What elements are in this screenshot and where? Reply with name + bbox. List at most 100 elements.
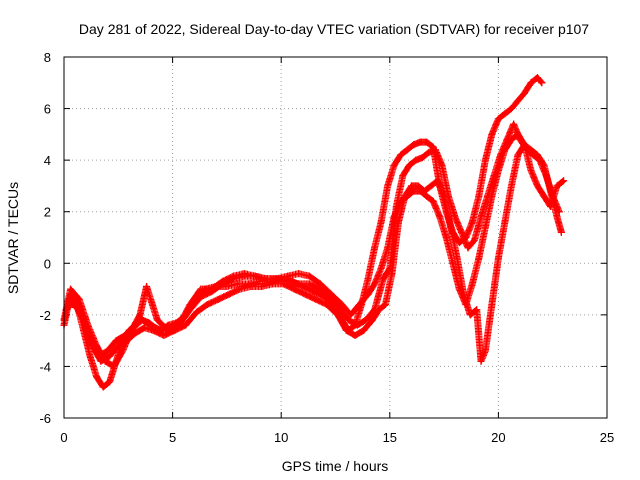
data-point <box>533 74 541 82</box>
data-point <box>560 177 568 185</box>
data-point <box>410 141 418 149</box>
data-point <box>403 192 411 200</box>
data-point <box>507 182 515 190</box>
data-point <box>438 161 446 169</box>
data-point <box>305 272 313 280</box>
data-point <box>86 352 94 360</box>
y-axis-label: SDTVAR / TECUs <box>5 182 21 294</box>
data-point <box>397 197 405 205</box>
data-point <box>197 285 205 293</box>
data-point <box>290 285 298 293</box>
x-tick-label: 0 <box>60 430 67 445</box>
data-point <box>475 192 483 200</box>
data-point <box>473 306 481 314</box>
data-point <box>514 130 522 138</box>
data-point <box>390 161 398 169</box>
x-tick-label: 25 <box>600 430 614 445</box>
data-point <box>527 166 535 174</box>
data-point <box>375 306 383 314</box>
data-point <box>203 301 211 309</box>
data-point <box>540 192 548 200</box>
data-point <box>507 136 515 144</box>
data-point <box>140 324 148 332</box>
data-point <box>110 362 118 370</box>
x-tick-label: 5 <box>169 430 176 445</box>
data-point <box>494 166 502 174</box>
data-point <box>429 197 437 205</box>
data-point <box>471 236 479 244</box>
data-point <box>119 347 127 355</box>
data-point <box>462 301 470 309</box>
data-point <box>477 213 485 221</box>
data-point <box>488 130 496 138</box>
data-point <box>327 290 335 298</box>
data-point <box>440 192 448 200</box>
data-point <box>101 357 109 365</box>
data-point <box>468 218 476 226</box>
data-point <box>481 223 489 231</box>
data-point <box>225 290 233 298</box>
data-point <box>342 326 350 334</box>
data-point <box>412 156 420 164</box>
y-tick-label: -4 <box>39 359 51 374</box>
data-point <box>75 295 83 303</box>
data-point <box>481 156 489 164</box>
data-point <box>501 110 509 118</box>
data-point <box>99 383 107 391</box>
data-point <box>284 272 292 280</box>
data-point <box>106 352 114 360</box>
data-point <box>214 295 222 303</box>
data-point <box>305 280 313 288</box>
data-point <box>114 342 122 350</box>
data-point <box>410 187 418 195</box>
data-point <box>494 115 502 123</box>
data-point <box>351 331 359 339</box>
data-point <box>379 275 387 283</box>
plot-frame <box>63 56 608 419</box>
data-point <box>175 321 183 329</box>
data-point <box>533 151 541 159</box>
data-point <box>295 280 303 288</box>
data-point <box>251 272 259 280</box>
data-point <box>520 141 528 149</box>
data-point <box>547 203 555 211</box>
data-point <box>423 138 431 146</box>
data-point <box>510 120 518 128</box>
data-point <box>336 306 344 314</box>
data-point <box>553 213 561 221</box>
data-point <box>527 79 535 87</box>
data-point <box>186 301 194 309</box>
data-point <box>338 301 346 309</box>
data-point <box>547 187 555 195</box>
x-tick-label: 20 <box>491 430 505 445</box>
data-point <box>501 146 509 154</box>
data-point <box>360 326 368 334</box>
data-point <box>347 311 355 319</box>
data-point <box>488 192 496 200</box>
data-point <box>84 321 92 329</box>
data-point <box>384 182 392 190</box>
y-tick-label: -2 <box>39 308 51 323</box>
data-point <box>431 146 439 154</box>
data-point <box>488 301 496 309</box>
data-point <box>112 337 120 345</box>
data-point <box>377 218 385 226</box>
x-tick-label: 10 <box>274 430 288 445</box>
data-point <box>310 288 318 296</box>
data-point <box>149 326 157 334</box>
data-point <box>449 259 457 267</box>
data-point <box>106 378 114 386</box>
data-point <box>355 301 363 309</box>
data-point <box>464 244 472 252</box>
data-point <box>399 172 407 180</box>
x-axis-label: GPS time / hours <box>282 458 389 474</box>
x-tick-label: 15 <box>383 430 397 445</box>
data-point <box>153 316 161 324</box>
data-point <box>540 161 548 169</box>
data-point <box>240 270 248 278</box>
data-point <box>442 234 450 241</box>
data-point <box>236 285 244 293</box>
data-point <box>316 280 324 288</box>
data-point <box>447 223 455 231</box>
